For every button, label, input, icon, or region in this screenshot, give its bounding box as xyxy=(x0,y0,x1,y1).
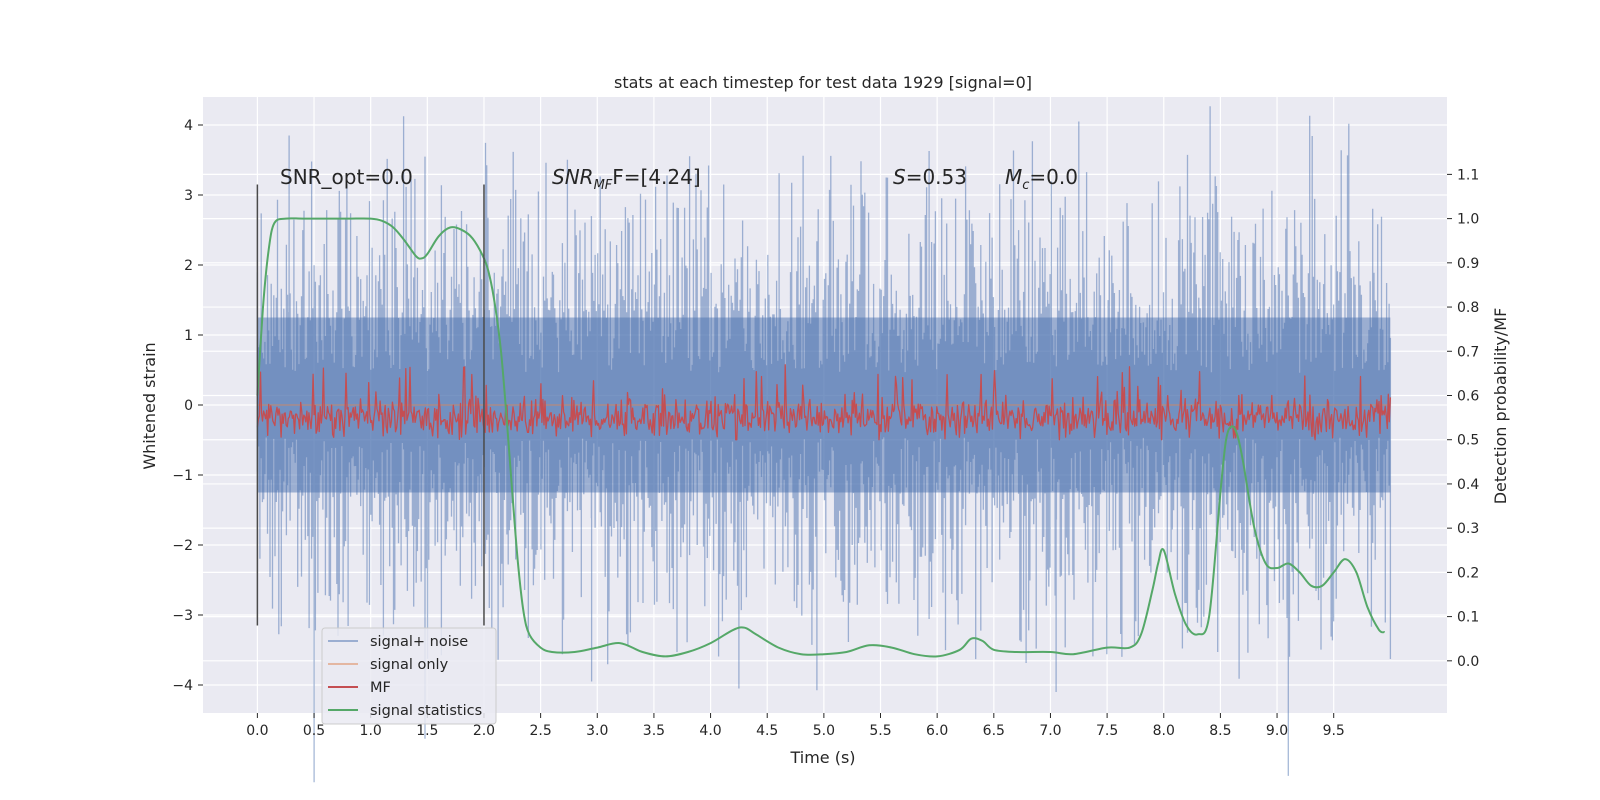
x-tick-label: 8.5 xyxy=(1209,723,1231,739)
annotation-s-main: S xyxy=(893,165,906,189)
x-tick-label: 6.0 xyxy=(926,723,948,739)
y-tick-label: 2 xyxy=(184,258,193,274)
y2-tick-label: 0.0 xyxy=(1457,654,1479,670)
y2-tick-label: 1.1 xyxy=(1457,167,1479,183)
x-tick-label: 2.0 xyxy=(473,723,495,739)
y2-tick-label: 0.7 xyxy=(1457,344,1479,360)
plot-area xyxy=(256,106,1392,783)
annotation-snr-mf-rest: F=[4.24] xyxy=(612,165,700,189)
y-tick-label: 3 xyxy=(184,188,193,204)
legend-label-signal-only: signal only xyxy=(370,657,449,673)
x-tick-label: 4.5 xyxy=(756,723,778,739)
legend-label-mf: MF xyxy=(370,680,391,696)
annotation-mc: Mc=0.0 xyxy=(1005,165,1078,193)
y2-tick-label: 0.6 xyxy=(1457,388,1479,404)
y-tick-label: −4 xyxy=(172,678,193,694)
signal-statistics-series xyxy=(256,217,1386,658)
y2-tick-label: 0.8 xyxy=(1457,300,1479,316)
annotation-snr-mf-sub: MF xyxy=(594,178,613,193)
y2-tick-label: 0.5 xyxy=(1457,433,1479,449)
x-tick-label: 1.0 xyxy=(360,723,382,739)
x-tick-label: 7.0 xyxy=(1039,723,1061,739)
mf-series xyxy=(256,364,1392,441)
x-tick-label: 3.5 xyxy=(643,723,665,739)
vertical-markers xyxy=(256,184,485,626)
legend-label-signal-statistics: signal statistics xyxy=(370,703,482,719)
y2-axis-label: Detection probability/MF xyxy=(1491,308,1510,505)
legend-box xyxy=(321,627,497,725)
y2-tick-label: 0.1 xyxy=(1457,610,1479,626)
annotation-snr-mf: SNRMFF=[4.24] xyxy=(552,165,701,193)
x-tick-label: 9.5 xyxy=(1323,723,1345,739)
y-tick-label: 0 xyxy=(184,398,193,414)
x-tick-label: 9.0 xyxy=(1266,723,1288,739)
y-tick-label: −3 xyxy=(172,608,193,624)
y2-tick-label: 0.3 xyxy=(1457,521,1479,537)
legend: signal+ noise signal only MF signal stat… xyxy=(321,627,497,725)
legend-label-signal-noise: signal+ noise xyxy=(370,634,468,650)
x-tick-label: 6.5 xyxy=(983,723,1005,739)
x-tick-label: 7.5 xyxy=(1096,723,1118,739)
y2-tick-label: 1.0 xyxy=(1457,212,1479,228)
annotation-snr-opt: SNR_opt=0.0 xyxy=(280,165,413,189)
annotation-mc-main: M xyxy=(1005,165,1022,189)
x-tick-label: 8.0 xyxy=(1153,723,1175,739)
x-tick-label: 4.0 xyxy=(699,723,721,739)
x-tick-label: 0.0 xyxy=(246,723,268,739)
annotation-s-rest: =0.53 xyxy=(906,165,967,189)
x-tick-label: 2.5 xyxy=(529,723,551,739)
x-tick-label: 5.0 xyxy=(813,723,835,739)
y-tick-label: −2 xyxy=(172,538,193,554)
y-tick-label: −1 xyxy=(172,468,193,484)
y2-tick-label: 0.2 xyxy=(1457,565,1479,581)
chart-title: stats at each timestep for test data 192… xyxy=(614,73,1032,92)
y-tick-label: 4 xyxy=(184,118,193,134)
x-tick-label: 3.0 xyxy=(586,723,608,739)
y2-tick-label: 0.9 xyxy=(1457,256,1479,272)
x-tick-label: 1.5 xyxy=(416,723,438,739)
axes: 0.0 0.5 1.0 1.5 2.0 2.5 3.0 3.5 4.0 4.5 5.0 5.5 6.0 6… xyxy=(172,118,1479,739)
annotation-mc-rest: =0.0 xyxy=(1029,165,1078,189)
annotation-snr-mf-main: SNR xyxy=(552,165,594,189)
x-tick-label: 0.5 xyxy=(303,723,325,739)
annotation-mc-sub: c xyxy=(1022,178,1029,193)
annotation-s: S=0.53 xyxy=(893,165,967,189)
y-tick-label: 1 xyxy=(184,328,193,344)
x-axis-label: Time (s) xyxy=(789,748,855,767)
y-axis-label: Whitened strain xyxy=(140,342,159,469)
x-tick-label: 5.5 xyxy=(869,723,891,739)
y2-tick-label: 0.4 xyxy=(1457,477,1479,493)
